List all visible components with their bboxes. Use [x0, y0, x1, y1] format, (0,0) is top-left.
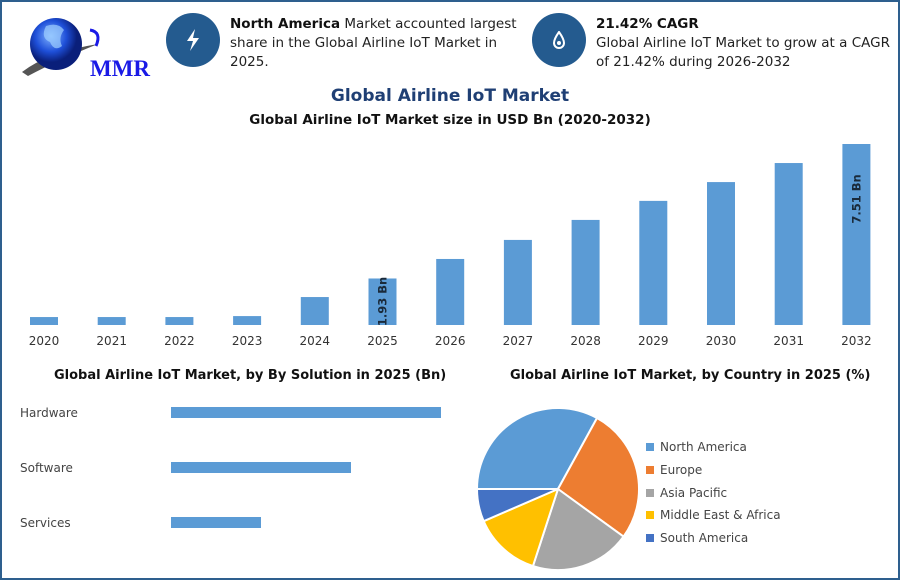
- info-card-body: Market accounted largest share in the Gl…: [230, 16, 517, 70]
- cagr-body: Global Airline IoT Market to grow at a C…: [596, 35, 890, 70]
- category-label: Hardware: [20, 406, 78, 420]
- solution-bar-chart: [171, 407, 441, 528]
- bar-2030: [707, 182, 735, 325]
- legend-label: Middle East & Africa: [660, 508, 781, 523]
- x-tick-label: 2028: [570, 334, 601, 348]
- bar-software: [171, 462, 351, 473]
- chart-subtitle: Global Airline IoT Market size in USD Bn…: [249, 112, 651, 128]
- x-tick-label: 2020: [29, 334, 60, 348]
- cagr-title: 21.42% CAGR: [596, 16, 699, 32]
- bar-2020: [30, 317, 58, 325]
- solution-chart-title: Global Airline IoT Market, by By Solutio…: [54, 368, 447, 383]
- x-tick-label: 2027: [503, 334, 534, 348]
- legend-item: Asia Pacific: [646, 481, 781, 504]
- legend-swatch: [646, 534, 654, 543]
- bar-2021: [97, 317, 126, 325]
- legend-swatch: [646, 511, 654, 520]
- x-tick-label: 2029: [638, 334, 669, 348]
- pie-slice-north-america: [475, 407, 599, 490]
- pie-slice-asia-pacific: [531, 487, 625, 571]
- bar-2026: [436, 258, 465, 325]
- legend-swatch: [646, 488, 654, 497]
- data-label: 7.51 Bn: [849, 174, 863, 223]
- legend-item: Middle East & Africa: [646, 504, 781, 527]
- bar-2023: [233, 316, 262, 325]
- info-card-cagr: 21.42% CAGR Global Airline IoT Market to…: [532, 13, 896, 72]
- x-tick-label: 2023: [232, 334, 263, 348]
- x-tick-label: 2024: [300, 334, 331, 348]
- legend-label: North America: [660, 440, 747, 455]
- bar-2022: [165, 317, 194, 325]
- pie-slice-south-america: [475, 488, 559, 523]
- x-tick-label: 2030: [706, 334, 737, 348]
- legend-label: Asia Pacific: [660, 485, 728, 500]
- x-tick-label: 2025: [367, 334, 398, 348]
- legend-item: North America: [646, 436, 781, 459]
- info-card-highlight: North America: [230, 16, 341, 32]
- x-tick-label: 2022: [164, 334, 195, 348]
- x-tick-label: 2032: [841, 334, 872, 348]
- country-pie-chart: [475, 407, 640, 571]
- x-tick-label: 2031: [773, 334, 804, 348]
- logo-text: MMR: [90, 56, 151, 81]
- bar-2032: [842, 144, 871, 325]
- country-chart-title: Global Airline IoT Market, by Country in…: [510, 368, 871, 383]
- info-card-text: North America Market accounted largest s…: [230, 15, 520, 72]
- x-tick-label: 2021: [96, 334, 127, 348]
- legend-swatch: [646, 443, 654, 452]
- market-size-bar-chart: 2020 2021 2022 2023 2024 2025 1.93 Bn 2026 2027 2…: [29, 144, 872, 348]
- legend-swatch: [646, 466, 654, 475]
- bar-2027: [503, 239, 532, 325]
- bar-2031: [774, 163, 803, 325]
- pie-legend: North America Europe Asia Pacific Middle Ea…: [646, 436, 781, 549]
- chart-title: Global Airline IoT Market: [330, 86, 570, 106]
- legend-label: South America: [660, 531, 749, 546]
- globe-logo-icon: [22, 18, 100, 76]
- bar-2025: [368, 278, 397, 325]
- mmr-logo: MMR: [18, 12, 150, 81]
- bar-hardware: [171, 407, 441, 418]
- pie-slice-middle-east-africa: [482, 487, 560, 568]
- category-label: Services: [20, 516, 71, 530]
- lightning-icon: [166, 13, 220, 67]
- info-card-region: North America Market accounted largest s…: [166, 13, 520, 72]
- legend-label: Europe: [660, 463, 703, 478]
- legend-item: South America: [646, 527, 781, 550]
- bar-2028: [571, 219, 600, 325]
- legend-item: Europe: [646, 459, 781, 482]
- pie-slice-europe: [556, 416, 640, 539]
- bar-2024: [300, 297, 329, 325]
- category-label: Software: [20, 461, 73, 475]
- info-card-text: 21.42% CAGR Global Airline IoT Market to…: [596, 15, 896, 72]
- bar-services: [171, 517, 261, 528]
- data-label: 1.93 Bn: [376, 277, 390, 326]
- bar-2029: [639, 200, 668, 325]
- flame-drop-icon: [532, 13, 586, 67]
- x-tick-label: 2026: [435, 334, 466, 348]
